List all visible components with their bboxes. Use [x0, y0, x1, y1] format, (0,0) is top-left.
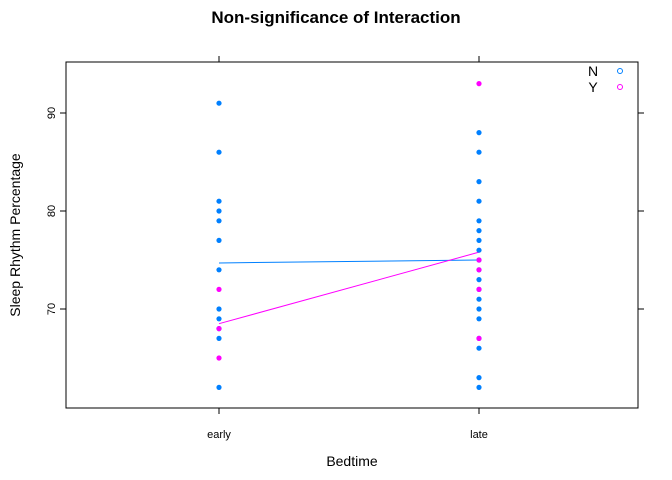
point-Y-late-2 — [476, 267, 482, 273]
legend-marker-Y — [617, 84, 623, 90]
y-tick-label-90: 90 — [46, 107, 58, 119]
point-N-late-6 — [476, 237, 482, 243]
legend-label-Y: Y — [588, 79, 598, 95]
x-tick-label-late: late — [470, 429, 488, 441]
point-N-late-10 — [476, 277, 482, 283]
point-N-late-2 — [476, 179, 482, 185]
point-N-late-17 — [476, 375, 482, 381]
point-N-late-4 — [476, 218, 482, 224]
point-N-late-0 — [476, 130, 482, 136]
plot-panel — [65, 61, 639, 409]
point-Y-early-1 — [216, 326, 222, 332]
y-tick-label-70: 70 — [46, 303, 58, 315]
point-Y-late-0 — [476, 81, 482, 87]
x-tick-label-early: early — [207, 429, 231, 441]
point-N-early-7 — [216, 306, 222, 312]
legend: NY — [588, 63, 623, 95]
axes: 70 80 90 early late — [46, 56, 644, 441]
mean-lines — [218, 251, 480, 325]
x-axis-label: Bedtime — [326, 453, 378, 469]
legend-label-N: N — [588, 63, 598, 79]
data-points — [216, 81, 482, 390]
point-Y-late-3 — [476, 286, 482, 292]
point-N-late-3 — [476, 198, 482, 204]
chart-title: Non-significance of Interaction — [211, 8, 460, 27]
point-N-late-16 — [476, 345, 482, 351]
point-N-early-3 — [216, 208, 222, 214]
point-N-early-11 — [216, 384, 222, 390]
point-N-early-2 — [216, 198, 222, 204]
point-N-late-5 — [476, 228, 482, 234]
point-N-early-8 — [216, 316, 222, 322]
point-N-early-6 — [216, 267, 222, 273]
point-N-late-7 — [476, 247, 482, 253]
mean-line-N — [218, 259, 480, 264]
point-N-early-1 — [216, 149, 222, 155]
point-N-early-4 — [216, 218, 222, 224]
y-axis-label: Sleep Rhythm Percentage — [7, 153, 23, 317]
point-N-late-14 — [476, 316, 482, 322]
point-N-late-13 — [476, 306, 482, 312]
point-Y-late-4 — [476, 335, 482, 341]
point-N-late-1 — [476, 149, 482, 155]
point-N-early-10 — [216, 335, 222, 341]
point-Y-early-0 — [216, 286, 222, 292]
y-tick-label-80: 80 — [46, 205, 58, 217]
point-N-early-0 — [216, 100, 222, 106]
point-Y-late-1 — [476, 257, 482, 263]
point-N-early-5 — [216, 237, 222, 243]
mean-line-Y — [218, 251, 480, 325]
point-N-late-12 — [476, 296, 482, 302]
point-N-late-18 — [476, 384, 482, 390]
point-Y-early-2 — [216, 355, 222, 361]
legend-marker-N — [617, 68, 623, 74]
